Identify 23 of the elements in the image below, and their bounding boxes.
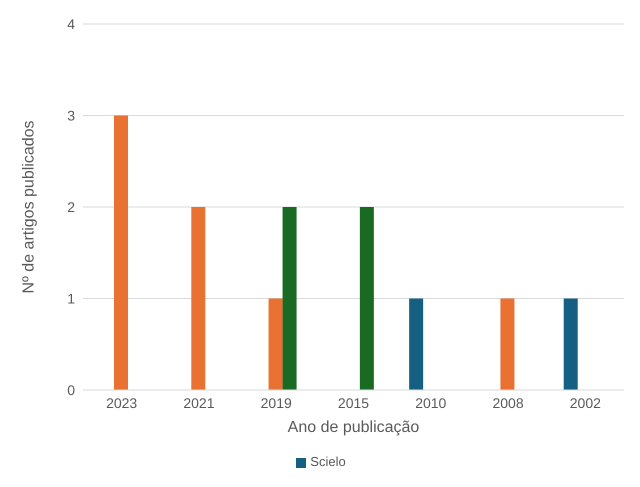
bar — [191, 207, 206, 390]
bar — [409, 298, 424, 390]
x-tick-label: 2008 — [492, 394, 524, 411]
bar — [564, 298, 578, 390]
bar — [114, 116, 128, 390]
y-tick-label: 1 — [67, 290, 76, 306]
legend-label: Scielo — [310, 454, 346, 469]
bar — [282, 207, 297, 390]
x-tick-label: 2021 — [183, 394, 215, 411]
x-tick-label: 2010 — [415, 394, 447, 411]
x-tick-label: 2015 — [338, 394, 370, 411]
bar — [500, 298, 514, 390]
y-tick-label: 2 — [67, 198, 76, 215]
y-tick-label: 4 — [67, 16, 76, 32]
x-axis-title: Ano de publicação — [288, 419, 420, 436]
x-tick-label: 2023 — [106, 394, 138, 411]
y-tick-label: 0 — [67, 382, 76, 398]
y-axis-title: Nº de artigos publicados — [20, 120, 38, 294]
y-tick-label: 3 — [67, 107, 76, 124]
x-tick-label: 2019 — [260, 394, 292, 411]
x-tick-label: 2002 — [570, 394, 602, 411]
bar — [360, 207, 374, 390]
bar — [268, 298, 283, 390]
